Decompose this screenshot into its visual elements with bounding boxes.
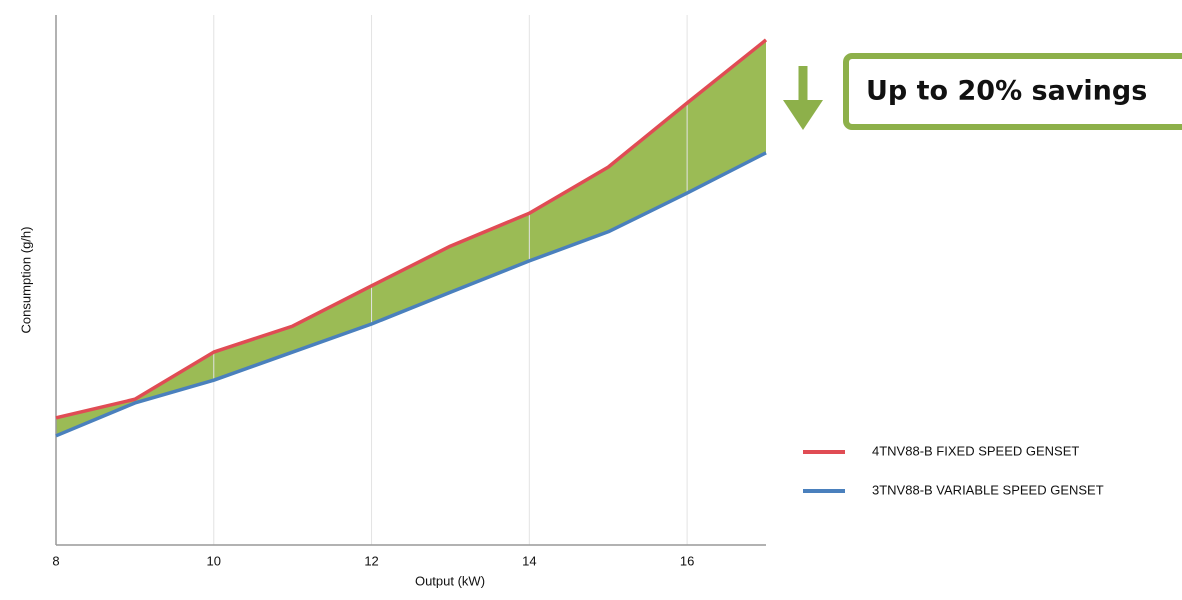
x-tick-label: 12 (364, 553, 378, 568)
legend-label: 3TNV88-B VARIABLE SPEED GENSET (872, 482, 1104, 497)
arrow-head (783, 100, 823, 130)
legend-label: 4TNV88-B FIXED SPEED GENSET (872, 443, 1079, 458)
callout-box (843, 53, 1182, 130)
savings-callout: Up to 20% savings (783, 53, 1182, 130)
x-tick-label: 8 (52, 553, 59, 568)
x-tick-label: 10 (207, 553, 221, 568)
series-line (55, 38, 768, 420)
callout-text: Up to 20% savings (866, 76, 1147, 107)
x-tick-label: 16 (680, 553, 694, 568)
savings-area (56, 39, 766, 436)
x-tick-label: 14 (522, 553, 536, 568)
x-axis-label: Output (kW) (415, 573, 485, 588)
y-axis-label: Consumption (g/h) (18, 227, 33, 334)
series-line (55, 151, 767, 438)
